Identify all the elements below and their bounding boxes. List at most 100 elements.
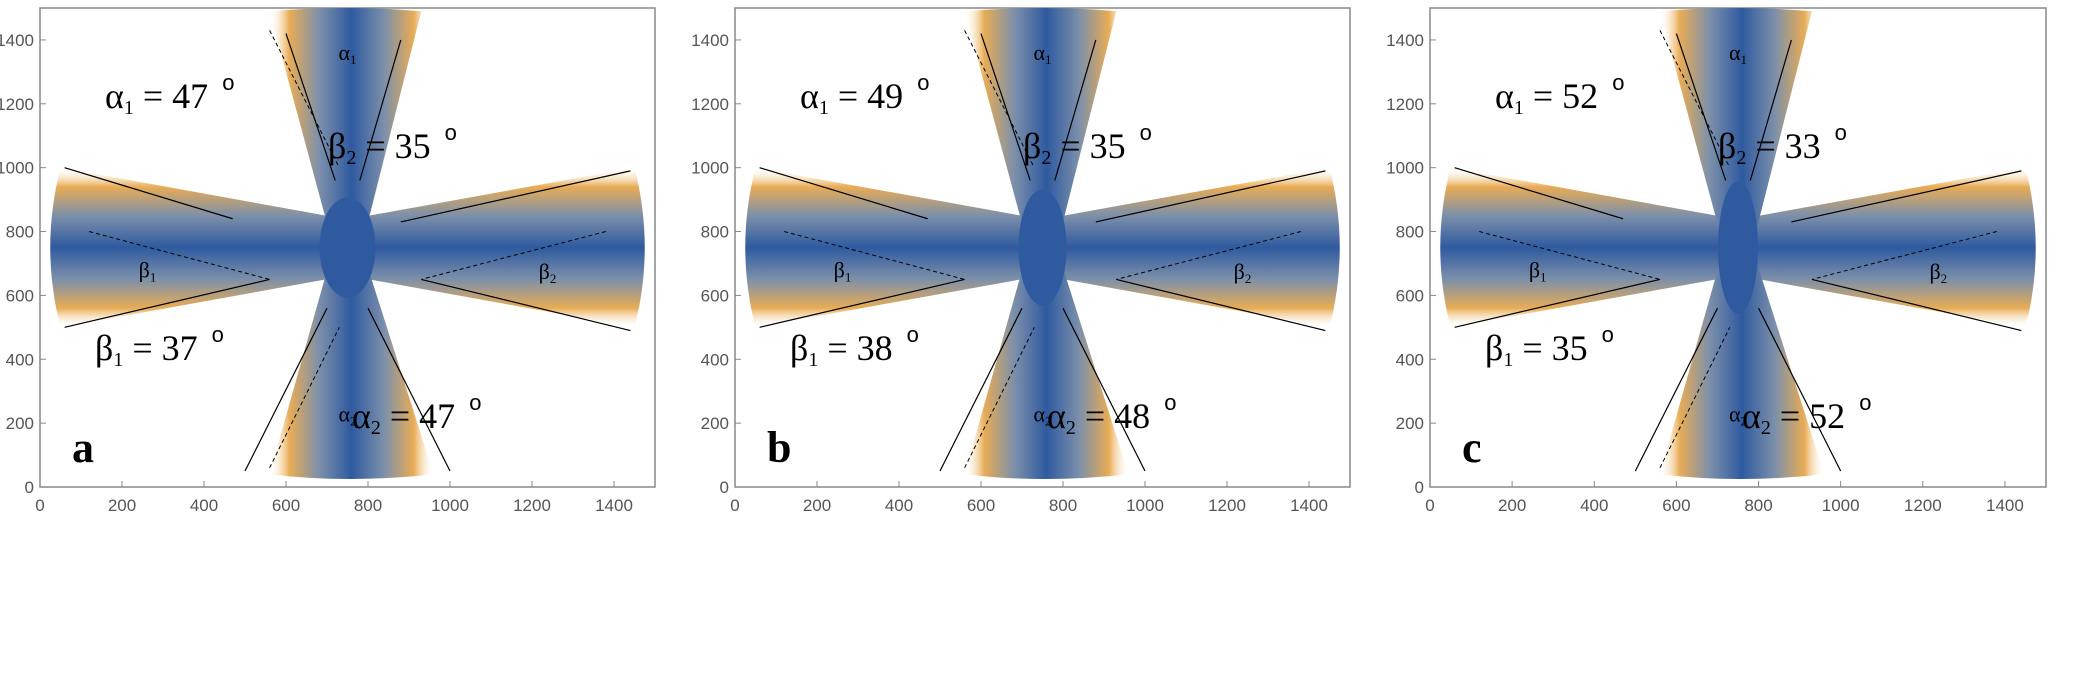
lobe-label-up: α1 xyxy=(338,40,356,67)
lobe-dashed-line xyxy=(421,231,606,280)
heatmap-layer xyxy=(50,8,645,480)
lobe-dashed-line xyxy=(89,231,270,280)
y-tick-label: 1000 xyxy=(1386,159,1424,178)
x-tick-label: 400 xyxy=(1580,496,1608,515)
x-tick-label: 1400 xyxy=(595,496,633,515)
lobe-boundary-line xyxy=(367,307,451,472)
lobe-dashed-line xyxy=(269,327,340,469)
lobe-dashed-line xyxy=(964,30,1035,168)
x-tick-label: 1400 xyxy=(1986,496,2024,515)
angle-annotation-left: β1 = 38 o xyxy=(790,322,919,371)
lobe-label-up: α1 xyxy=(1033,40,1051,67)
y-tick-label: 400 xyxy=(6,350,34,369)
lobe-label-right: β2 xyxy=(1234,259,1252,286)
lobe-boundary-line xyxy=(400,170,631,223)
y-tick-label: 0 xyxy=(720,478,729,497)
panel-letter: b xyxy=(767,423,791,472)
y-tick-label: 1400 xyxy=(1386,31,1424,50)
lobe-boundary-line xyxy=(1454,167,1624,220)
x-tick-label: 1200 xyxy=(1904,496,1942,515)
x-tick-label: 200 xyxy=(1498,496,1526,515)
angle-annotation-up: α1 = 49 o xyxy=(800,70,929,119)
x-tick-label: 600 xyxy=(967,496,995,515)
y-tick-label: 1200 xyxy=(1386,95,1424,114)
y-tick-label: 200 xyxy=(701,414,729,433)
angle-annotation-down: α2 = 47 o xyxy=(352,390,481,439)
x-tick-label: 400 xyxy=(885,496,913,515)
angle-annotation-right: β2 = 35 o xyxy=(1023,120,1152,169)
y-tick-label: 1400 xyxy=(691,31,729,50)
lobe-boundary-line xyxy=(285,33,336,181)
y-tick-label: 1200 xyxy=(0,95,34,114)
x-tick-label: 200 xyxy=(803,496,831,515)
x-tick-label: 1200 xyxy=(1208,496,1246,515)
angle-annotation-left: β1 = 37 o xyxy=(95,322,224,371)
lobe-label-left: β1 xyxy=(834,258,852,285)
angle-annotation-right: β2 = 35 o xyxy=(328,120,457,169)
y-tick-label: 600 xyxy=(1396,286,1424,305)
lobe-boundary-line xyxy=(1095,170,1326,223)
y-tick-label: 1400 xyxy=(0,31,34,50)
lobe-dashed-line xyxy=(964,327,1035,469)
y-tick-label: 800 xyxy=(1396,223,1424,242)
x-tick-label: 1000 xyxy=(1822,496,1860,515)
lobe-label-left: β1 xyxy=(139,258,157,285)
x-tick-label: 1200 xyxy=(513,496,551,515)
heatmap-layer xyxy=(1440,8,2036,480)
lobe-boundary-line xyxy=(1749,39,1792,181)
lobe-boundary-line xyxy=(980,33,1031,181)
y-tick-label: 1200 xyxy=(691,95,729,114)
y-tick-label: 800 xyxy=(701,223,729,242)
lobe-boundary-line xyxy=(1757,307,1842,472)
lobe-dashed-line xyxy=(1659,327,1731,469)
angle-annotation-down: α2 = 52 o xyxy=(1742,390,1871,439)
lobe-boundary-line xyxy=(1811,278,2022,332)
y-tick-label: 1000 xyxy=(691,159,729,178)
lobe-boundary-line xyxy=(1634,307,1719,472)
lobe-dashed-line xyxy=(1659,30,1731,168)
x-tick-label: 1000 xyxy=(1126,496,1164,515)
y-tick-label: 1000 xyxy=(0,159,34,178)
lobe-label-down: α2 xyxy=(1033,402,1051,429)
x-tick-label: 0 xyxy=(1425,496,1434,515)
lobe-boundary-line xyxy=(64,278,270,328)
heatmap-layer xyxy=(745,8,1340,480)
panel-c: 0 200 400 600 800 1000 1200 1400 0 200 400 600 800 10… xyxy=(1386,0,2086,697)
lobe-boundary-line xyxy=(1791,170,2022,223)
center-blob xyxy=(319,197,376,298)
lobe-dashed-line xyxy=(269,30,340,168)
chart-panel-a: 0 200 400 600 800 1000 1200 1400 0 200 400 600 800 10… xyxy=(0,7,656,515)
lobe-boundary-line xyxy=(1675,33,1727,181)
x-tick-label: 1000 xyxy=(431,496,469,515)
lobe-boundary-line xyxy=(1454,278,1661,328)
x-tick-label: 0 xyxy=(730,496,739,515)
angle-annotation-up: α1 = 47 o xyxy=(105,70,234,119)
lobe-boundary-line xyxy=(759,278,965,328)
lobe-label-down: α2 xyxy=(338,402,356,429)
lobe-boundary-line xyxy=(1116,278,1326,332)
x-tick-label: 1400 xyxy=(1290,496,1328,515)
y-tick-label: 0 xyxy=(1415,478,1424,497)
lobe-dashed-line xyxy=(1479,231,1661,280)
lobe-boundary-line xyxy=(759,167,928,220)
angle-annotation-up: α1 = 52 o xyxy=(1495,70,1624,119)
panel-a: 0 200 400 600 800 1000 1200 1400 0 200 400 600 800 10… xyxy=(0,0,695,697)
x-tick-label: 600 xyxy=(1662,496,1690,515)
y-tick-label: 800 xyxy=(6,223,34,242)
x-tick-label: 0 xyxy=(35,496,44,515)
chart-panel-b: 0 200 400 600 800 1000 1200 1400 0 200 400 600 800 10… xyxy=(691,7,1351,515)
lobe-label-right: β2 xyxy=(1929,259,1947,286)
lobe-dashed-line xyxy=(1116,231,1301,280)
lobe-dashed-line xyxy=(784,231,965,280)
lobe-boundary-line xyxy=(939,307,1023,472)
y-tick-label: 0 xyxy=(25,478,34,497)
y-tick-label: 400 xyxy=(701,350,729,369)
y-tick-label: 200 xyxy=(1396,414,1424,433)
lobe-dashed-line xyxy=(1811,231,1997,280)
lobe-boundary-line xyxy=(244,307,328,472)
chart-panel-c: 0 200 400 600 800 1000 1200 1400 0 200 400 600 800 10… xyxy=(1386,7,2047,515)
x-tick-label: 600 xyxy=(272,496,300,515)
lobe-boundary-line xyxy=(64,167,233,220)
y-tick-label: 200 xyxy=(6,414,34,433)
y-tick-label: 400 xyxy=(1396,350,1424,369)
